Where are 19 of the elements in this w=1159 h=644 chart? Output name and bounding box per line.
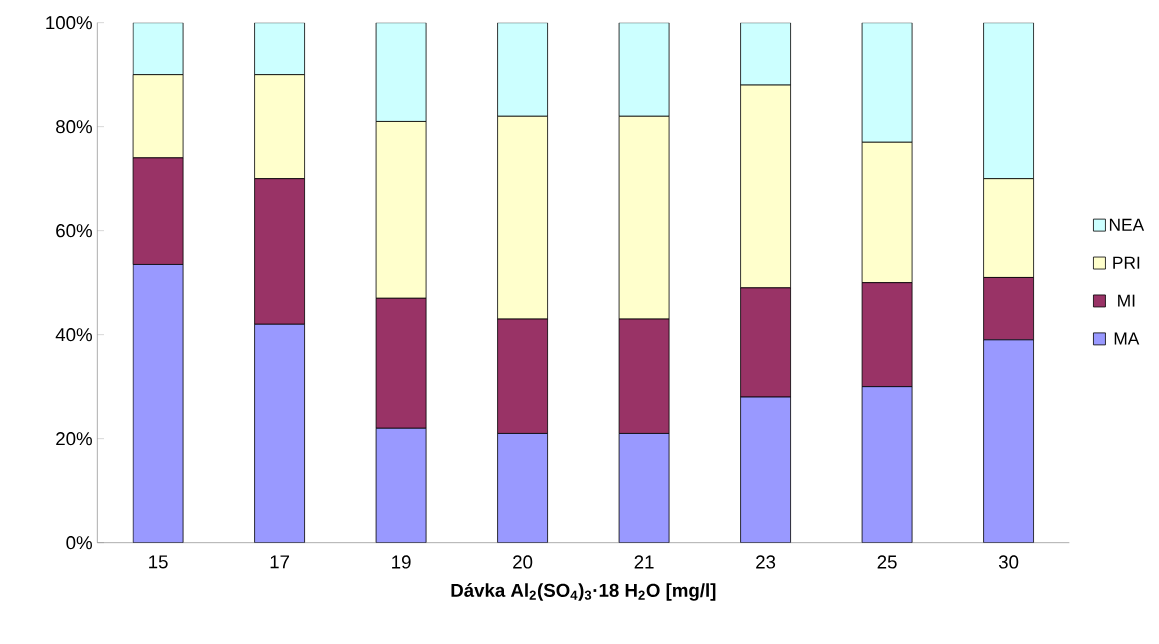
- legend-label: MI: [1118, 294, 1135, 307]
- y-tick-label: 40%: [55, 328, 92, 342]
- y-tick-label: 0%: [66, 536, 92, 550]
- x-tick-label: 23: [756, 555, 776, 569]
- text: Dávka Al$_{2}$(SO$_{4}$)$_{3}$·18 H$_{2}$O [mg/l]: [451, 583, 716, 601]
- x-tick-label: 21: [634, 555, 654, 569]
- y-tick-label: 20%: [56, 432, 92, 446]
- x-tick-label: 17: [270, 555, 290, 569]
- x-tick-label: 15: [149, 555, 168, 569]
- x-tick-label: 30: [998, 555, 1019, 569]
- legend-label: MA: [1114, 332, 1140, 345]
- x-tick-label: 25: [877, 555, 897, 569]
- legend-label: NEA: [1109, 218, 1145, 231]
- legend-label: PRI: [1113, 256, 1140, 269]
- x-tick-label: 19: [392, 555, 411, 569]
- y-tick-label: 60%: [56, 224, 92, 238]
- y-tick-label: 100%: [46, 16, 92, 30]
- x-tick-label: 20: [513, 555, 533, 569]
- y-tick-label: 80%: [56, 120, 92, 134]
